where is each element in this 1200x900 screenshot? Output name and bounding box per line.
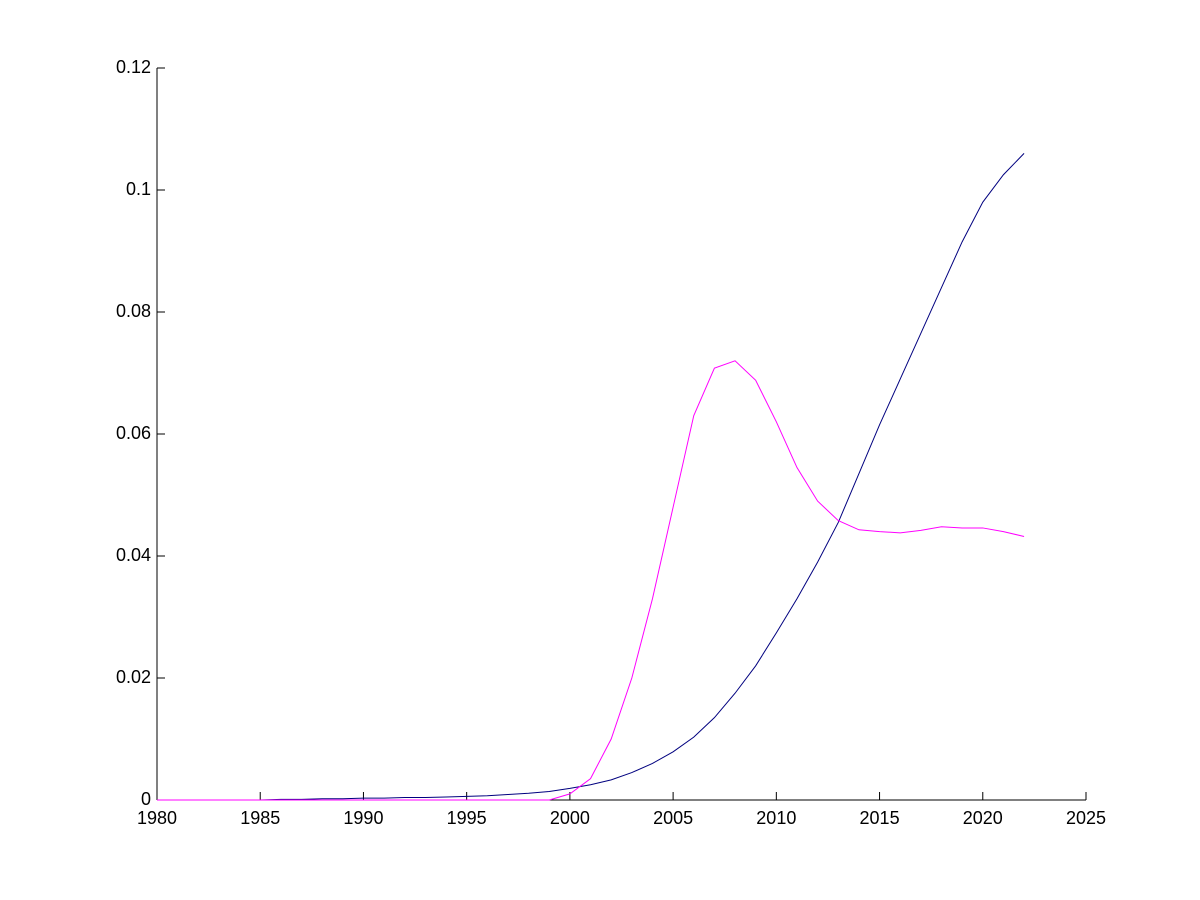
x-tick-label: 2010 [756, 808, 796, 828]
y-tick-label: 0.02 [116, 667, 151, 687]
x-tick-label: 2015 [860, 808, 900, 828]
x-tick-label: 2020 [963, 808, 1003, 828]
x-tick-label: 1985 [240, 808, 280, 828]
y-tick-label: 0 [141, 789, 151, 809]
x-tick-label: 1980 [137, 808, 177, 828]
y-tick-label: 0.04 [116, 545, 151, 565]
x-tick-label: 1995 [447, 808, 487, 828]
x-tick-label: 1990 [343, 808, 383, 828]
x-tick-label: 2025 [1066, 808, 1106, 828]
y-tick-label: 0.08 [116, 301, 151, 321]
y-tick-label: 0.12 [116, 57, 151, 77]
y-tick-label: 0.1 [126, 179, 151, 199]
series-line [157, 153, 1025, 801]
series-line [157, 360, 1025, 801]
x-tick-label: 2005 [653, 808, 693, 828]
y-tick-label: 0.06 [116, 423, 151, 443]
x-tick-label: 2000 [550, 808, 590, 828]
